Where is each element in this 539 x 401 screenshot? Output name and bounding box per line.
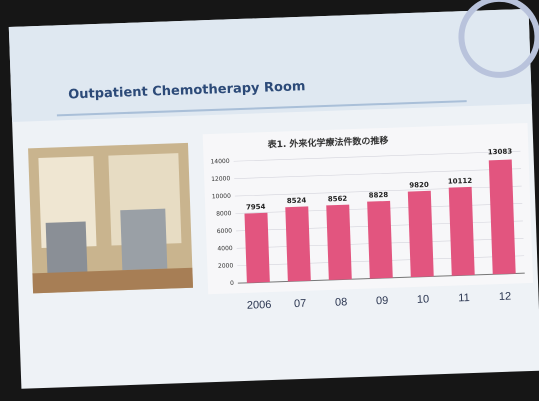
y-tick-label: 12000: [211, 175, 231, 183]
chair: [45, 221, 88, 278]
value-label: 8828: [369, 191, 389, 200]
value-label: 9820: [409, 181, 429, 190]
bar: [488, 159, 516, 275]
y-tick-label: 2000: [218, 262, 234, 270]
y-tick-label: 8000: [216, 210, 232, 218]
floor: [32, 267, 194, 294]
x-tick-label: 12: [499, 291, 512, 303]
x-tick-label: 11: [458, 292, 470, 304]
y-tick-label: 14000: [210, 158, 230, 166]
x-tick-label: 08: [335, 296, 348, 308]
heading-rule: [56, 100, 467, 117]
logo: [458, 0, 539, 78]
bar: [326, 204, 352, 280]
room-photo: [28, 142, 194, 294]
chair: [120, 208, 168, 271]
grid-line: [234, 168, 522, 179]
bar: [244, 212, 270, 283]
bar: [448, 186, 475, 276]
value-label: 8524: [287, 196, 307, 205]
x-tick-label: 2006: [247, 299, 272, 312]
slide: Outpatient Chemotherapy Room 表1. 外来化学療法件…: [8, 0, 539, 389]
grid-line: [233, 150, 521, 162]
grid-line: [234, 185, 522, 197]
slide-header-band: [8, 8, 532, 122]
value-label: 13083: [488, 148, 513, 157]
x-tick-label: 10: [417, 293, 430, 305]
bar: [407, 190, 434, 278]
value-label: 10112: [448, 177, 473, 186]
y-tick-label: 0: [230, 280, 234, 287]
value-label: 7954: [246, 203, 266, 212]
y-tick-label: 4000: [217, 245, 233, 253]
bar: [285, 206, 311, 282]
plot: 0 2000 4000 6000 8000 10000 12000 14000 7954 2006…: [210, 148, 525, 312]
x-tick-label: 09: [376, 295, 389, 307]
y-tick-label: 10000: [212, 193, 232, 201]
value-label: 8562: [328, 195, 348, 204]
y-tick-label: 6000: [217, 228, 233, 236]
bar: [367, 200, 393, 279]
x-tick-label: 07: [294, 298, 307, 310]
